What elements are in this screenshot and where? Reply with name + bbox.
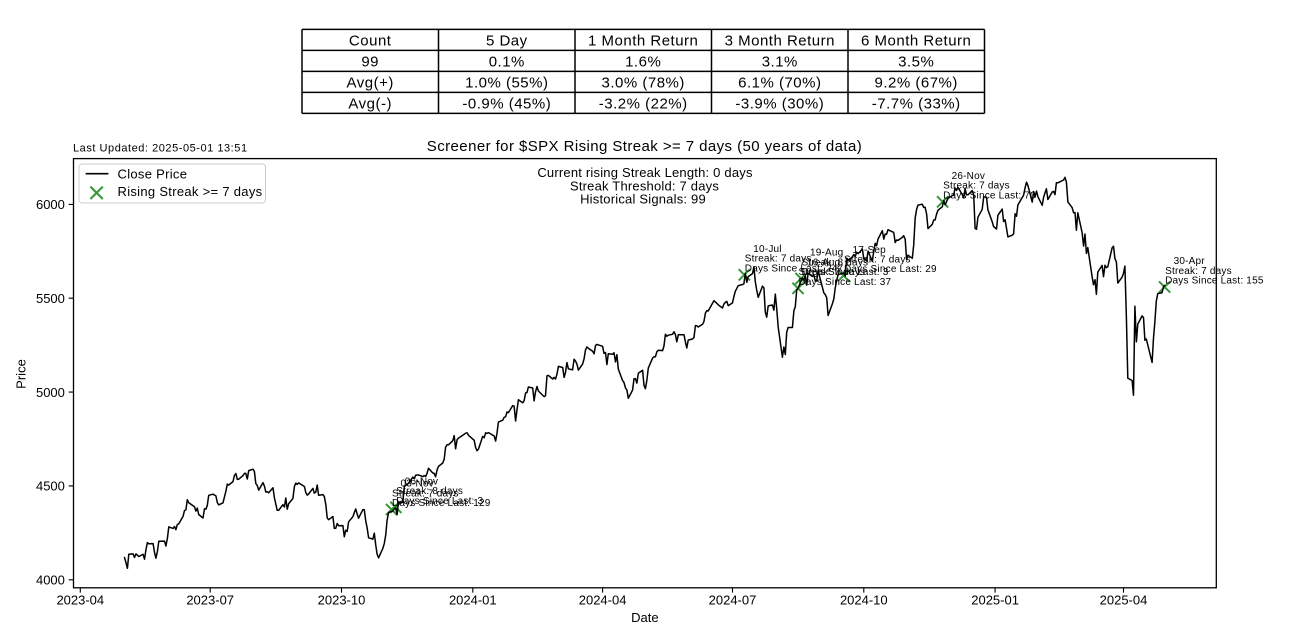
svg-text:4500: 4500: [36, 479, 65, 494]
svg-text:Streak: 7 days: Streak: 7 days: [745, 254, 812, 265]
svg-text:Streak: 7 days: Streak: 7 days: [392, 488, 459, 499]
svg-text:Avg(+): Avg(+): [347, 74, 394, 91]
svg-text:9.2% (67%): 9.2% (67%): [875, 74, 958, 91]
svg-text:2024-07: 2024-07: [709, 593, 757, 608]
svg-text:Price: Price: [14, 359, 29, 389]
svg-text:3.1%: 3.1%: [762, 53, 798, 70]
svg-text:Date: Date: [631, 610, 658, 625]
svg-text:1.6%: 1.6%: [625, 53, 661, 70]
svg-text:Close Price: Close Price: [118, 166, 188, 181]
svg-text:99: 99: [361, 53, 379, 70]
svg-text:Historical Signals: 99: Historical Signals: 99: [580, 192, 706, 207]
svg-text:Streak: 7 days: Streak: 7 days: [799, 267, 866, 278]
svg-text:Days Since Last: 3: Days Since Last: 3: [396, 496, 483, 507]
svg-text:Last Updated: 2025-05-01 13:51: Last Updated: 2025-05-01 13:51: [73, 143, 248, 155]
svg-text:Streak: 8 days: Streak: 8 days: [802, 257, 869, 268]
svg-text:1 Month Return: 1 Month Return: [588, 32, 698, 49]
svg-text:4000: 4000: [36, 572, 65, 587]
svg-text:-0.9% (45%): -0.9% (45%): [462, 95, 551, 112]
svg-text:Streak: 7 days: Streak: 7 days: [1165, 266, 1232, 277]
svg-text:-3.9% (30%): -3.9% (30%): [735, 95, 824, 112]
svg-text:5000: 5000: [36, 385, 65, 400]
svg-text:2024-10: 2024-10: [840, 593, 888, 608]
svg-text:5500: 5500: [36, 291, 65, 306]
svg-text:10-Jul: 10-Jul: [753, 244, 781, 255]
svg-text:30-Apr: 30-Apr: [1174, 256, 1206, 267]
svg-text:Days Since Last: 37: Days Since Last: 37: [799, 277, 892, 288]
svg-text:5 Day: 5 Day: [486, 32, 528, 49]
svg-text:03-Nov: 03-Nov: [401, 479, 434, 490]
svg-text:Days Since Last: 70: Days Since Last: 70: [943, 190, 1036, 201]
svg-text:Screener for $SPX Rising Strea: Screener for $SPX Rising Streak >= 7 day…: [427, 138, 862, 155]
svg-text:Days Since Last: 29: Days Since Last: 29: [844, 264, 937, 275]
svg-text:2025-04: 2025-04: [1100, 593, 1148, 608]
svg-text:6 Month Return: 6 Month Return: [861, 32, 971, 49]
svg-text:Streak: 7 days: Streak: 7 days: [943, 181, 1010, 192]
svg-text:17-Sep: 17-Sep: [853, 245, 887, 256]
svg-text:1.0% (55%): 1.0% (55%): [465, 74, 548, 91]
svg-text:Avg(-): Avg(-): [348, 95, 392, 112]
svg-text:2024-01: 2024-01: [449, 593, 497, 608]
svg-text:6.1% (70%): 6.1% (70%): [738, 74, 821, 91]
svg-text:Days Since Last: 129: Days Since Last: 129: [392, 498, 491, 509]
svg-text:2025-01: 2025-01: [971, 593, 1019, 608]
svg-text:Rising Streak >= 7 days: Rising Streak >= 7 days: [118, 184, 263, 199]
svg-text:19-Aug: 19-Aug: [810, 248, 843, 259]
svg-text:3.0% (78%): 3.0% (78%): [602, 74, 685, 91]
svg-text:26-Nov: 26-Nov: [952, 171, 985, 182]
svg-text:-3.2% (22%): -3.2% (22%): [599, 95, 688, 112]
svg-text:2024-04: 2024-04: [579, 593, 627, 608]
svg-text:3.5%: 3.5%: [898, 53, 934, 70]
svg-text:Streak Threshold: 7 days: Streak Threshold: 7 days: [570, 178, 719, 193]
svg-text:Days Since Last: 155: Days Since Last: 155: [1165, 276, 1264, 287]
svg-text:-7.7% (33%): -7.7% (33%): [872, 95, 961, 112]
svg-text:2023-10: 2023-10: [318, 593, 366, 608]
svg-text:06-Nov: 06-Nov: [405, 477, 438, 488]
svg-text:Streak: 7 days: Streak: 7 days: [844, 255, 911, 266]
svg-text:Days Since Last: 3: Days Since Last: 3: [802, 267, 889, 278]
svg-text:2023-04: 2023-04: [56, 593, 104, 608]
svg-text:2023-07: 2023-07: [186, 593, 234, 608]
svg-text:3 Month Return: 3 Month Return: [725, 32, 835, 49]
svg-text:Count: Count: [349, 32, 392, 49]
svg-text:Current rising Streak Length:: Current rising Streak Length: 0 days: [537, 165, 753, 180]
svg-text:0.1%: 0.1%: [489, 53, 525, 70]
svg-text:6000: 6000: [36, 197, 65, 212]
svg-text:16-Aug: 16-Aug: [807, 258, 840, 269]
svg-text:Streak: 8 days: Streak: 8 days: [396, 486, 463, 497]
svg-text:Days Since Last: 247: Days Since Last: 247: [745, 263, 844, 274]
